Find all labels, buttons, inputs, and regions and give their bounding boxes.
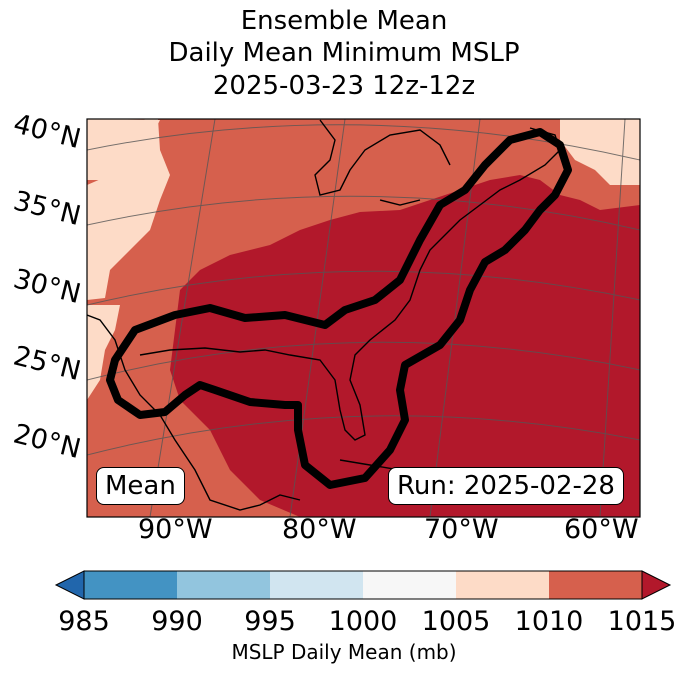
lon-label-60w: 60°W bbox=[564, 514, 639, 545]
coastlines bbox=[87, 119, 561, 511]
mslp-1005-1010-northeast bbox=[560, 119, 640, 185]
lon-label-80w: 80°W bbox=[282, 514, 357, 545]
mean-box: Mean bbox=[96, 467, 185, 505]
colorbar-extend-low bbox=[54, 570, 85, 600]
colorbar-tick: 1005 bbox=[421, 606, 491, 637]
map-frame bbox=[86, 118, 641, 518]
colorbar-bin-990-995 bbox=[177, 571, 270, 599]
colorbar-tick: 995 bbox=[244, 606, 296, 637]
mean-contour bbox=[106, 128, 572, 489]
colorbar-tick: 1010 bbox=[514, 606, 584, 637]
colorbar-tick: 990 bbox=[151, 606, 203, 637]
colorbar-label: MSLP Daily Mean (mb) bbox=[231, 640, 457, 664]
colorbar-bin-1000-1005 bbox=[363, 571, 456, 599]
colorbar-tick: 985 bbox=[58, 606, 110, 637]
lon-label-70w: 70°W bbox=[424, 514, 499, 545]
mslp-above-1015-region bbox=[170, 175, 640, 517]
colorbar-bin-985-990 bbox=[84, 571, 177, 599]
run-date-box: Run: 2025-02-28 bbox=[388, 467, 624, 505]
title-line-1: Ensemble Mean bbox=[240, 6, 448, 36]
colorbar-bin-995-1000 bbox=[270, 571, 363, 599]
colorbar-extend-high bbox=[641, 570, 672, 600]
colorbar-tick: 1015 bbox=[607, 606, 677, 637]
lon-label-90w: 90°W bbox=[138, 514, 213, 545]
colorbar-bin-1005-1010 bbox=[456, 571, 549, 599]
mslp-1005-1010-west bbox=[87, 119, 170, 517]
colorbar-tick: 1000 bbox=[328, 606, 398, 637]
title-line-3: 2025-03-23 12z-12z bbox=[212, 71, 476, 101]
colorbar-bin-1010-1015 bbox=[549, 571, 642, 599]
title-line-2: Daily Mean Minimum MSLP bbox=[168, 38, 520, 68]
